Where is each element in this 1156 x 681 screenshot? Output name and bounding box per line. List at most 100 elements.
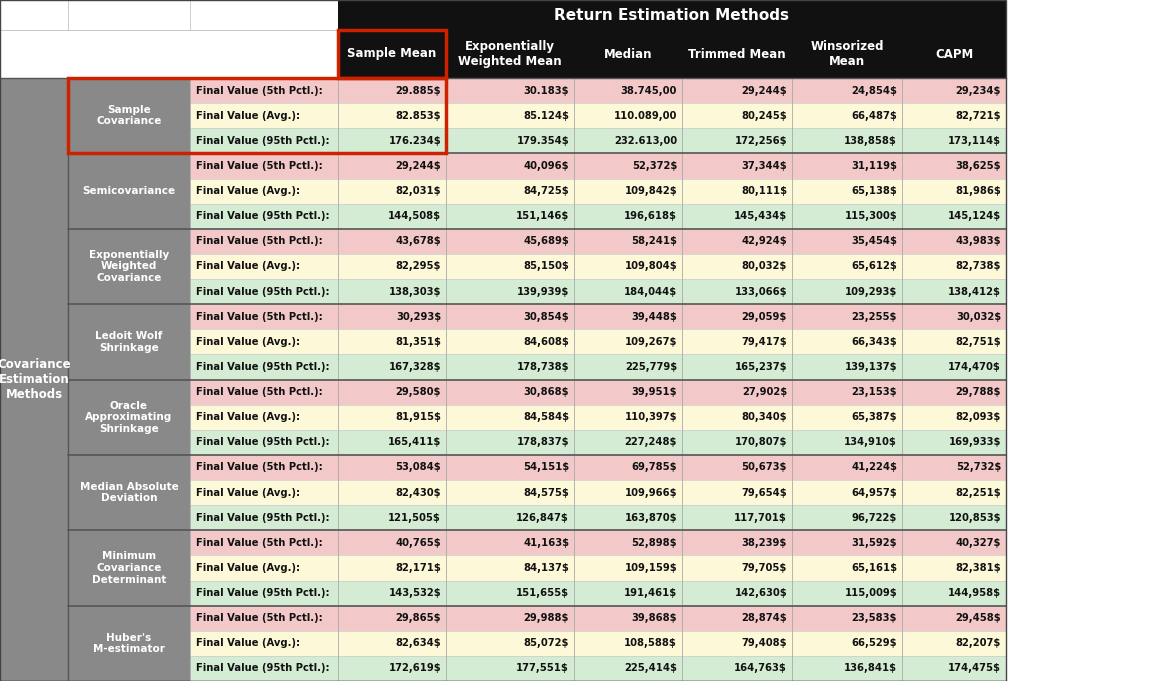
Text: Final Value (5th Pctl.):: Final Value (5th Pctl.): [197, 236, 323, 247]
Bar [682, 631, 792, 656]
Bar [338, 178, 446, 204]
Text: 142,630$: 142,630$ [734, 588, 787, 598]
Bar [575, 78, 682, 103]
Bar [575, 329, 682, 354]
Text: 110,397$: 110,397$ [624, 412, 677, 422]
Text: 84,608$: 84,608$ [524, 337, 569, 347]
Text: 109,159$: 109,159$ [624, 563, 677, 573]
Bar [682, 354, 792, 379]
Text: 110.089,00: 110.089,00 [614, 111, 677, 121]
Bar [446, 605, 575, 631]
Text: 126,847$: 126,847$ [517, 513, 569, 523]
Bar [0, 0, 338, 30]
Bar [792, 505, 902, 530]
Text: 145,124$: 145,124$ [948, 211, 1001, 221]
Text: 81,351$: 81,351$ [395, 337, 440, 347]
Bar [902, 254, 1006, 279]
Text: 64,957$: 64,957$ [851, 488, 897, 498]
Bar [792, 304, 902, 329]
Text: 65,161$: 65,161$ [851, 563, 897, 573]
Text: 79,654$: 79,654$ [741, 488, 787, 498]
Bar [682, 78, 792, 103]
Bar [902, 556, 1006, 580]
Bar [338, 580, 446, 605]
Bar [682, 128, 792, 153]
Text: Final Value (95th Pctl.):: Final Value (95th Pctl.): [197, 287, 329, 296]
Bar [338, 631, 446, 656]
Text: 174,475$: 174,475$ [948, 663, 1001, 674]
Text: 84,575$: 84,575$ [524, 488, 569, 498]
Text: 58,241$: 58,241$ [631, 236, 677, 247]
Bar [792, 229, 902, 254]
Text: 109,966$: 109,966$ [624, 488, 677, 498]
Text: Final Value (95th Pctl.):: Final Value (95th Pctl.): [197, 663, 329, 674]
Text: Final Value (Avg.):: Final Value (Avg.): [197, 186, 301, 196]
Bar [446, 254, 575, 279]
Text: 39,868$: 39,868$ [631, 613, 677, 623]
Text: 115,009$: 115,009$ [844, 588, 897, 598]
Bar [190, 455, 338, 480]
Bar [338, 30, 446, 78]
Bar [446, 304, 575, 329]
Bar [190, 556, 338, 580]
Text: 82,207$: 82,207$ [956, 638, 1001, 648]
Bar [682, 556, 792, 580]
Bar [338, 128, 446, 153]
Bar [575, 580, 682, 605]
Bar [792, 556, 902, 580]
Text: 179.354$: 179.354$ [517, 136, 569, 146]
Bar [902, 455, 1006, 480]
Bar [575, 405, 682, 430]
Bar [338, 530, 446, 556]
Bar [792, 530, 902, 556]
Bar [682, 254, 792, 279]
Text: 80,111$: 80,111$ [741, 186, 787, 196]
Bar [338, 605, 446, 631]
Bar [902, 128, 1006, 153]
Bar [446, 556, 575, 580]
Text: 66,343$: 66,343$ [851, 337, 897, 347]
Bar [902, 78, 1006, 103]
Bar [682, 480, 792, 505]
Text: 82,031$: 82,031$ [395, 186, 440, 196]
Text: 23,153$: 23,153$ [852, 387, 897, 397]
Bar [338, 405, 446, 430]
Text: 133,066$: 133,066$ [734, 287, 787, 296]
Text: 138,303$: 138,303$ [388, 287, 440, 296]
Bar [792, 78, 902, 103]
Bar [190, 329, 338, 354]
Text: 27,902$: 27,902$ [742, 387, 787, 397]
Bar [575, 656, 682, 681]
Text: 82,093$: 82,093$ [956, 412, 1001, 422]
Bar [190, 279, 338, 304]
Text: CAPM: CAPM [935, 48, 973, 61]
Bar [682, 530, 792, 556]
Text: 29,788$: 29,788$ [956, 387, 1001, 397]
Bar [902, 631, 1006, 656]
Bar [902, 379, 1006, 405]
Text: 65,138$: 65,138$ [851, 186, 897, 196]
Bar [190, 153, 338, 178]
Text: 121,505$: 121,505$ [388, 513, 440, 523]
Text: Exponentially
Weighted
Covariance: Exponentially Weighted Covariance [89, 250, 169, 283]
Bar [68, 455, 190, 530]
Text: 30,032$: 30,032$ [956, 312, 1001, 321]
Text: 170,807$: 170,807$ [734, 437, 787, 447]
Text: 82,381$: 82,381$ [955, 563, 1001, 573]
Bar [446, 204, 575, 229]
Bar [446, 153, 575, 178]
Text: 225,779$: 225,779$ [625, 362, 677, 372]
Bar [190, 103, 338, 128]
Bar [792, 430, 902, 455]
Text: 80,032$: 80,032$ [742, 262, 787, 272]
Bar [68, 605, 190, 681]
Bar [446, 430, 575, 455]
Bar [190, 204, 338, 229]
Text: Return Estimation Methods: Return Estimation Methods [555, 7, 790, 22]
Text: Covariance
Estimation
Methods: Covariance Estimation Methods [0, 358, 71, 401]
Bar [902, 178, 1006, 204]
Text: 54,151$: 54,151$ [523, 462, 569, 473]
Bar [190, 354, 338, 379]
Text: Median: Median [603, 48, 652, 61]
Text: 39,448$: 39,448$ [631, 312, 677, 321]
